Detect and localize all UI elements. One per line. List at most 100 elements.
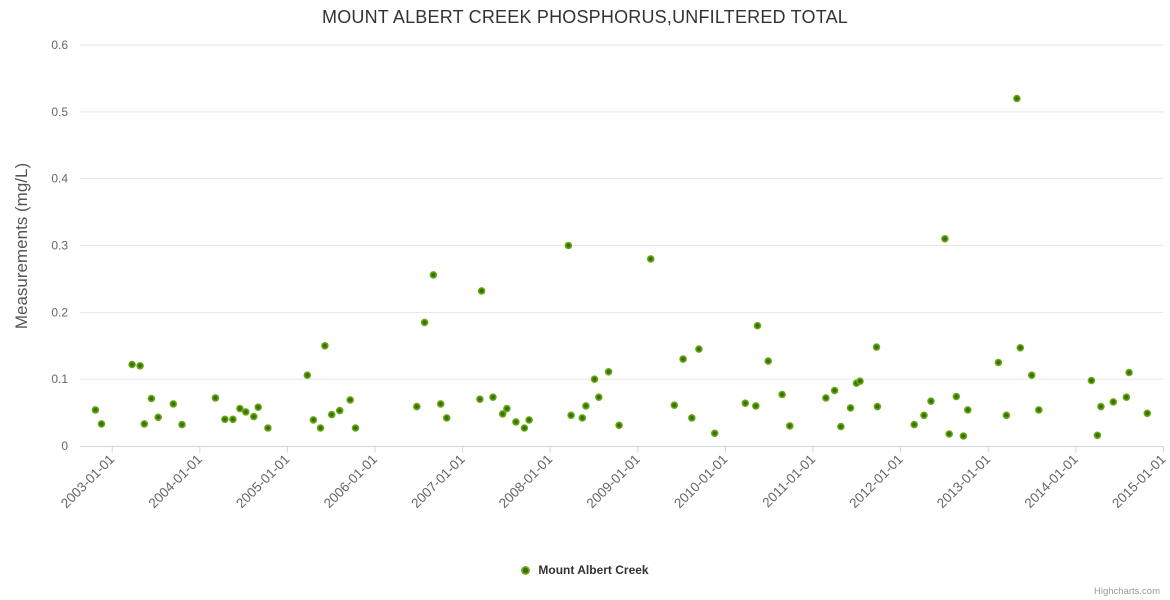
data-point[interactable] (873, 402, 882, 411)
data-point[interactable] (578, 414, 587, 422)
data-point[interactable] (154, 413, 162, 422)
data-point[interactable] (316, 424, 325, 432)
data-point[interactable] (221, 415, 229, 424)
highcharts-credits-link[interactable]: Highcharts.com (1094, 586, 1160, 597)
legend-label: Mount Albert Creek (538, 563, 649, 577)
data-point[interactable] (964, 406, 972, 414)
data-point[interactable] (169, 400, 178, 408)
data-point[interactable] (582, 402, 590, 410)
data-point[interactable] (264, 424, 272, 432)
data-point[interactable] (512, 418, 520, 426)
data-point[interactable] (489, 393, 497, 402)
data-point[interactable] (615, 421, 623, 430)
data-point[interactable] (564, 241, 573, 250)
data-point[interactable] (229, 415, 237, 424)
x-axis-label: 2010-01-01 (671, 452, 730, 511)
data-point[interactable] (952, 392, 961, 401)
data-point[interactable] (442, 414, 451, 422)
data-point[interactable] (994, 358, 1003, 367)
data-point[interactable] (910, 420, 918, 429)
data-point[interactable] (140, 420, 149, 428)
data-point[interactable] (1035, 406, 1043, 414)
data-point[interactable] (927, 397, 935, 406)
data-point[interactable] (136, 362, 144, 370)
data-point[interactable] (91, 406, 100, 414)
y-axis-label: 0.2 (51, 305, 68, 319)
data-point[interactable] (476, 395, 484, 404)
data-point[interactable] (429, 271, 438, 279)
data-point[interactable] (1087, 376, 1096, 385)
legend-item-mount-albert-creek[interactable]: Mount Albert Creek (0, 563, 1170, 577)
data-point[interactable] (236, 404, 244, 413)
data-point[interactable] (520, 424, 529, 432)
x-axis-label: 2014-01-01 (1022, 452, 1081, 511)
data-point[interactable] (147, 394, 156, 403)
data-point[interactable] (1016, 344, 1025, 352)
data-point[interactable] (1013, 94, 1021, 103)
data-point[interactable] (786, 422, 794, 430)
data-point[interactable] (837, 422, 845, 431)
data-point[interactable] (872, 343, 881, 351)
data-point[interactable] (436, 400, 445, 408)
x-axis-label: 2007-01-01 (408, 452, 467, 511)
data-point[interactable] (1027, 371, 1036, 380)
data-point[interactable] (351, 424, 360, 432)
x-axis-label: 2003-01-01 (58, 452, 117, 511)
data-point[interactable] (303, 371, 312, 380)
data-point[interactable] (477, 287, 486, 295)
data-point[interactable] (525, 416, 533, 424)
data-point[interactable] (178, 420, 186, 429)
data-point[interactable] (945, 430, 953, 438)
data-point[interactable] (604, 368, 613, 376)
data-point[interactable] (97, 420, 106, 428)
data-point[interactable] (327, 410, 336, 419)
data-point[interactable] (778, 390, 786, 399)
data-point[interactable] (242, 408, 250, 416)
data-point[interactable] (959, 432, 968, 440)
data-point[interactable] (595, 393, 603, 402)
data-point[interactable] (1093, 431, 1102, 440)
data-point[interactable] (1109, 398, 1118, 406)
data-point[interactable] (590, 375, 599, 384)
data-point[interactable] (822, 394, 830, 402)
data-point[interactable] (741, 399, 750, 408)
data-point[interactable] (309, 416, 318, 424)
y-axis-label: 0 (61, 439, 68, 453)
data-point[interactable] (346, 396, 355, 404)
data-point[interactable] (335, 406, 344, 415)
data-point[interactable] (254, 403, 262, 412)
data-point[interactable] (670, 401, 679, 410)
data-point[interactable] (1125, 368, 1133, 377)
data-point[interactable] (695, 345, 703, 353)
data-point[interactable] (128, 360, 136, 369)
data-point[interactable] (1097, 402, 1105, 411)
data-point[interactable] (567, 411, 575, 420)
data-point[interactable] (211, 394, 220, 402)
data-point[interactable] (856, 377, 864, 386)
data-point[interactable] (250, 412, 258, 421)
data-point[interactable] (764, 357, 772, 365)
data-point[interactable] (1143, 409, 1152, 418)
data-point[interactable] (420, 318, 429, 327)
x-axis-label: 2013-01-01 (934, 452, 993, 511)
data-point[interactable] (920, 411, 928, 420)
data-point[interactable] (503, 404, 511, 413)
data-point[interactable] (941, 235, 949, 243)
data-point[interactable] (688, 414, 696, 422)
y-axis-label: 0.3 (51, 239, 68, 253)
data-point[interactable] (498, 410, 507, 418)
data-point[interactable] (1002, 411, 1011, 420)
data-point[interactable] (1122, 393, 1131, 402)
data-point[interactable] (830, 386, 839, 395)
legend-marker-icon (521, 565, 531, 575)
data-point[interactable] (753, 321, 762, 330)
data-point[interactable] (846, 404, 855, 412)
data-point[interactable] (646, 255, 655, 263)
data-point[interactable] (321, 342, 329, 350)
data-point[interactable] (413, 402, 421, 411)
data-point[interactable] (710, 429, 719, 438)
data-point[interactable] (679, 355, 687, 363)
x-axis-label: 2011-01-01 (759, 452, 818, 511)
data-point[interactable] (752, 402, 760, 410)
